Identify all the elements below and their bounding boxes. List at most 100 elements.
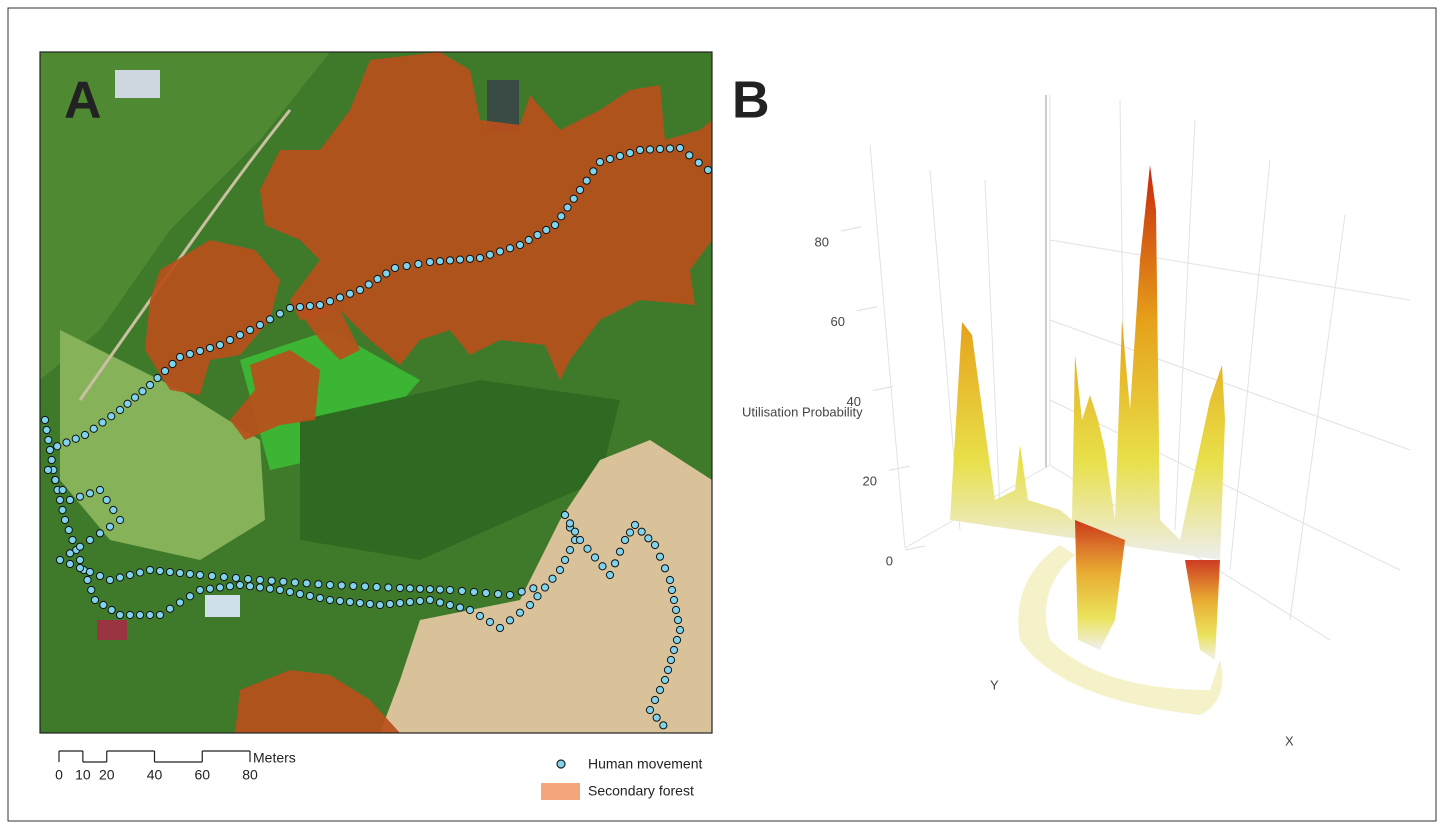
movement-point: [63, 439, 70, 446]
movement-point: [673, 636, 680, 643]
movement-point: [96, 486, 103, 493]
movement-point: [350, 582, 357, 589]
movement-point: [667, 656, 674, 663]
movement-point: [661, 565, 668, 572]
movement-point: [365, 281, 372, 288]
movement-point: [416, 597, 423, 604]
movement-point: [136, 611, 143, 618]
movement-point: [246, 583, 253, 590]
movement-point: [646, 146, 653, 153]
map: [40, 52, 712, 733]
movement-point: [656, 145, 663, 152]
page: {"panel_a": {"label": "A", "scale_bar": …: [0, 0, 1444, 829]
movement-point: [541, 584, 548, 591]
movement-point: [268, 577, 275, 584]
movement-point: [296, 303, 303, 310]
movement-point: [466, 606, 473, 613]
scale-tick-label: 60: [194, 767, 210, 783]
z-tick-label: 0: [886, 553, 893, 568]
movement-point: [256, 321, 263, 328]
utilisation-surface: [950, 165, 1225, 660]
movement-point: [303, 580, 310, 587]
movement-point: [656, 553, 663, 560]
movement-point: [336, 294, 343, 301]
movement-point: [653, 714, 660, 721]
movement-point: [256, 576, 263, 583]
movement-point: [645, 535, 652, 542]
movement-point: [336, 597, 343, 604]
movement-point: [46, 446, 53, 453]
movement-point: [496, 624, 503, 631]
scale-tick-label: 10: [75, 767, 91, 783]
movement-point: [666, 145, 673, 152]
movement-point: [326, 298, 333, 305]
building: [115, 70, 160, 98]
movement-point: [638, 528, 645, 535]
movement-point: [154, 374, 161, 381]
z-tick: [873, 387, 893, 391]
scale-tick-label: 20: [99, 767, 115, 783]
movement-point: [530, 585, 537, 592]
movement-point: [470, 588, 477, 595]
movement-point: [406, 585, 413, 592]
movement-point: [91, 596, 98, 603]
movement-point: [599, 563, 606, 570]
movement-point: [276, 586, 283, 593]
movement-point: [590, 168, 597, 175]
movement-point: [518, 588, 525, 595]
movement-point: [99, 419, 106, 426]
x-axis-title: X: [1285, 733, 1294, 748]
movement-point: [456, 604, 463, 611]
movement-point: [54, 443, 61, 450]
movement-point: [561, 556, 568, 563]
movement-point: [166, 605, 173, 612]
movement-point: [146, 611, 153, 618]
movement-point: [561, 511, 568, 518]
z-axis: 020406080: [815, 227, 925, 568]
movement-point: [611, 560, 618, 567]
movement-point: [686, 152, 693, 159]
movement-point: [506, 591, 513, 598]
movement-point: [236, 581, 243, 588]
scale-tick-label: 0: [55, 767, 63, 783]
movement-point: [66, 550, 73, 557]
movement-point: [76, 543, 83, 550]
movement-point: [676, 626, 683, 633]
movement-point: [661, 676, 668, 683]
movement-point: [106, 576, 113, 583]
movement-point: [126, 611, 133, 618]
movement-point: [226, 336, 233, 343]
movement-point: [543, 226, 550, 233]
movement-point: [156, 611, 163, 618]
movement-point: [646, 706, 653, 713]
movement-point: [206, 344, 213, 351]
movement-point: [52, 476, 59, 483]
movement-point: [69, 536, 76, 543]
movement-point: [86, 490, 93, 497]
movement-point: [66, 560, 73, 567]
movement-point: [169, 360, 176, 367]
z-tick: [857, 307, 877, 311]
movement-point: [564, 204, 571, 211]
building: [205, 595, 240, 617]
movement-point: [106, 523, 113, 530]
movement-point: [584, 545, 591, 552]
movement-point: [516, 241, 523, 248]
movement-point: [186, 593, 193, 600]
movement-point: [494, 590, 501, 597]
movement-point: [516, 609, 523, 616]
movement-point: [96, 572, 103, 579]
movement-point: [266, 316, 273, 323]
movement-point: [244, 575, 251, 582]
movement-point: [446, 601, 453, 608]
movement-point: [436, 258, 443, 265]
movement-point: [316, 301, 323, 308]
movement-point: [476, 254, 483, 261]
movement-point: [356, 286, 363, 293]
movement-point: [660, 722, 667, 729]
movement-point: [316, 594, 323, 601]
movement-point: [176, 353, 183, 360]
movement-point: [76, 556, 83, 563]
movement-point: [426, 596, 433, 603]
movement-point: [366, 600, 373, 607]
